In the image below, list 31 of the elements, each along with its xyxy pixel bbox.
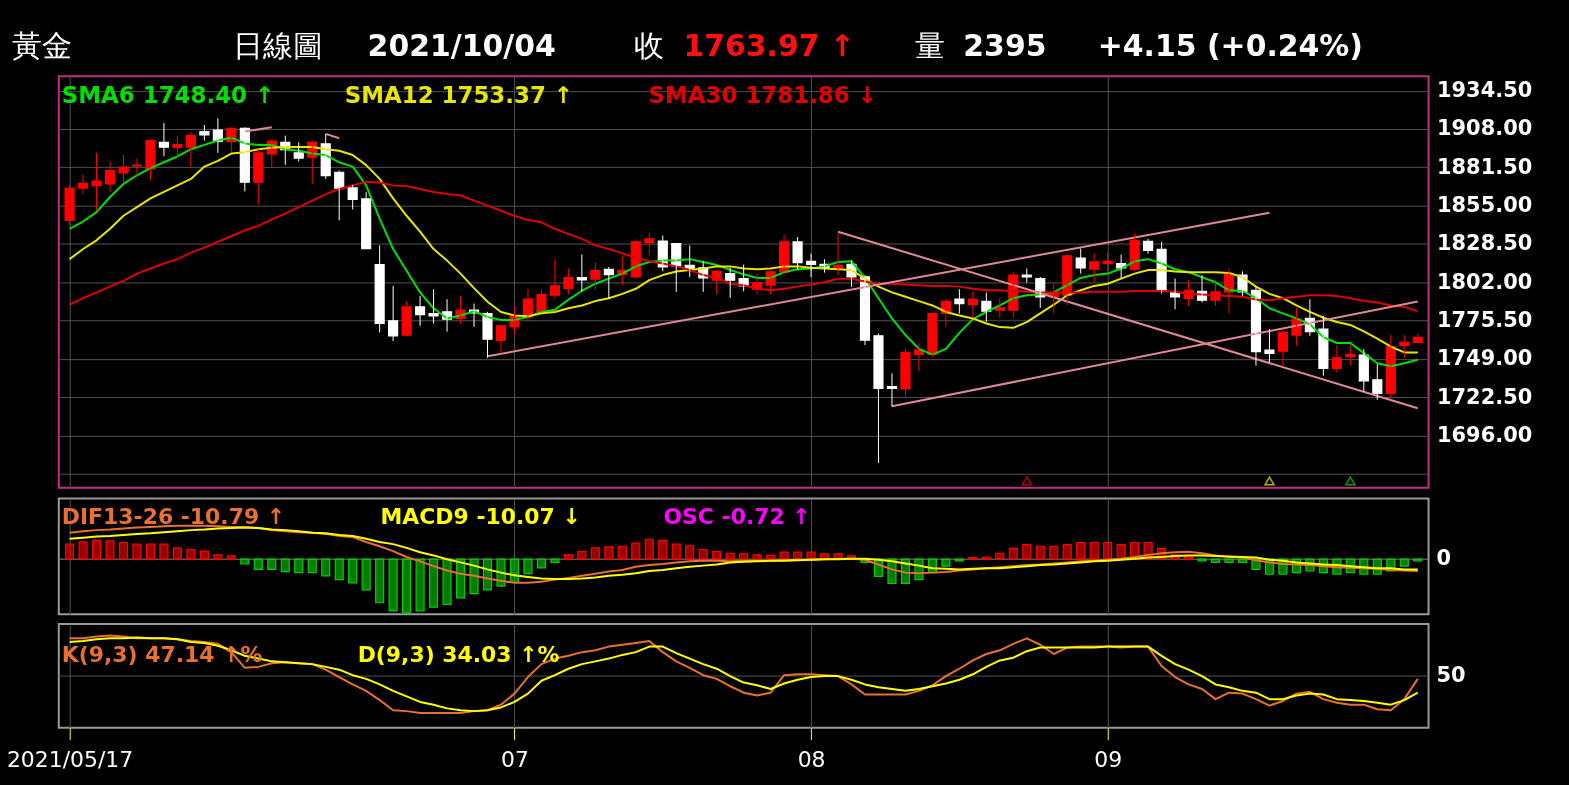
series-label: SMA6 1748.40 ↑: [61, 82, 275, 109]
y-tick-label: 1722.50: [1437, 384, 1533, 409]
series-label: DIF13-26 -10.79 ↑: [61, 503, 286, 529]
x-tick-label: 08: [797, 747, 826, 773]
series-label: D(9,3) 34.03 ↑%: [357, 641, 560, 667]
text: 日線圖: [233, 28, 324, 64]
text: 50: [1436, 663, 1466, 688]
series-label: MACD9 -10.07 ↓: [380, 503, 581, 529]
y-tick-label: 1802.00: [1437, 269, 1533, 294]
text: 2021/10/04: [367, 28, 556, 64]
chart-title: 黃金: [11, 28, 72, 64]
y-tick-label: 1828.50: [1437, 231, 1533, 256]
text: 收: [633, 28, 664, 64]
y-tick-label: 1881.50: [1437, 154, 1533, 179]
y-tick-label: 1855.00: [1437, 193, 1533, 218]
y-tick-label: 1908.00: [1437, 116, 1533, 141]
x-tick-label: 07: [501, 747, 529, 773]
text: 量: [915, 28, 946, 64]
y-tick-label: 1749.00: [1437, 346, 1533, 371]
y-tick-label: 1934.50: [1437, 78, 1533, 103]
ref-line-label: 0: [1436, 546, 1452, 571]
text: 1763.97 ↑: [683, 28, 855, 64]
series-label: SMA12 1753.37 ↑: [344, 82, 574, 109]
x-tick-label: 2021/05/17: [6, 747, 134, 773]
series-label: OSC -0.72 ↑: [663, 503, 811, 529]
y-tick-label: 1775.50: [1437, 308, 1533, 333]
text: +4.15 (+0.24%): [1097, 28, 1363, 64]
y-tick-label: 1696.00: [1437, 423, 1533, 448]
text: SMA30 1781.86 ↓: [648, 82, 877, 109]
x-tick-label: 09: [1094, 747, 1123, 773]
text: 2395: [963, 28, 1047, 64]
